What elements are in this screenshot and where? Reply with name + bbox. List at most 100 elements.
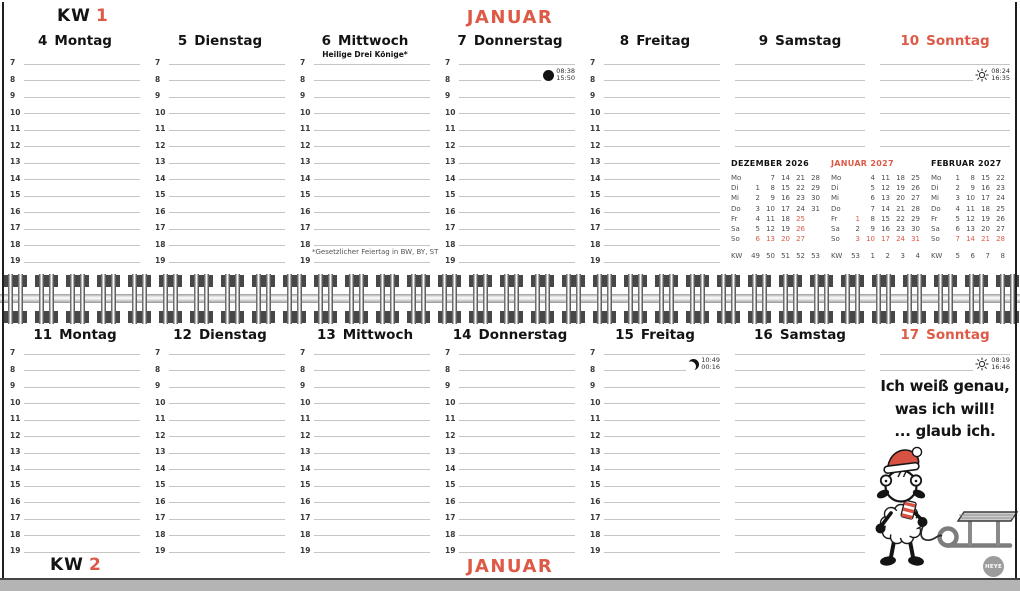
day-header: 10 Sonntag xyxy=(880,33,1010,49)
mini-calendar-date: 29 xyxy=(911,214,920,223)
hour-row: 11 xyxy=(300,404,430,423)
mini-calendar-date: 8 xyxy=(970,174,975,182)
ruled-line xyxy=(169,469,285,470)
mini-calendar-date: 11 xyxy=(766,214,775,223)
hour-label: 19 xyxy=(10,546,21,555)
hour-label: 19 xyxy=(590,256,601,265)
mini-calendar-date: 9 xyxy=(870,225,875,234)
hour-row xyxy=(735,338,865,355)
mini-calendar-date: 10 xyxy=(766,204,775,213)
ruled-line xyxy=(314,245,430,246)
hour-row: 9 xyxy=(445,81,575,100)
hour-grid: 7 8 9 10 11 12 13 14 15 16 17 18 19 xyxy=(155,48,285,265)
mini-calendar-date: 2 xyxy=(955,184,960,193)
hour-label: 14 xyxy=(445,173,456,183)
mini-calendar-date: 4 xyxy=(955,204,960,213)
hour-row: 18 xyxy=(10,230,140,249)
hour-label: 13 xyxy=(10,447,21,456)
hour-label: 11 xyxy=(445,414,456,423)
hour-grid: 7 8 9 10 11 12 13 14 15 16 17 18 19 xyxy=(300,338,430,555)
hour-row: 13 xyxy=(445,147,575,166)
mini-calendar-date xyxy=(745,173,760,183)
line-grid xyxy=(880,338,1010,371)
hour-label: 18 xyxy=(10,529,21,539)
spiral-binding xyxy=(0,272,1020,326)
hour-label: 9 xyxy=(300,91,306,100)
sled xyxy=(937,511,1019,548)
hour-label: 17 xyxy=(10,513,21,522)
ruled-line xyxy=(604,452,720,454)
day-number: 4 xyxy=(38,33,48,49)
hour-row: 15 xyxy=(155,180,285,199)
mini-calendar-week-row: So 6 13 20 27 xyxy=(731,234,820,244)
hour-label: 18 xyxy=(155,239,166,249)
mini-calendar-title: FEBRUAR 2027 xyxy=(931,159,1002,168)
hour-label: 9 xyxy=(590,91,596,100)
hour-label: 19 xyxy=(445,546,456,555)
page-bottom-edge xyxy=(0,578,1020,580)
ruled-line xyxy=(459,518,575,520)
hour-grid: 7 8 9 10 11 12 13 14 15 16 17 18 19 xyxy=(590,338,720,555)
ruled-line xyxy=(314,129,430,131)
mini-calendar-date: 13 xyxy=(766,235,775,244)
mini-calendar-date: 10 xyxy=(866,235,875,244)
mini-calendar-block: DEZEMBER 2026 Mo 7 14 21 28 Di 1 8 15 22 29 Mi 2 9 16 23… xyxy=(731,159,1005,262)
hour-row xyxy=(880,131,1010,147)
mini-calendar-date: 25 xyxy=(911,174,920,182)
hour-row: 8 xyxy=(10,65,140,84)
mini-calendar-row-label: Di xyxy=(731,184,739,193)
hour-label: 13 xyxy=(445,157,456,166)
ruled-line xyxy=(24,212,140,213)
day-header: 14 Donnerstag xyxy=(445,327,575,343)
ruled-line xyxy=(459,129,575,131)
ruled-line xyxy=(459,452,575,454)
hour-label: 14 xyxy=(155,463,166,473)
hour-row xyxy=(735,470,865,487)
ruled-line xyxy=(735,551,865,553)
mini-calendar-date: 4 xyxy=(915,252,920,261)
mini-calendar-week-row: Sa 5 12 19 26 xyxy=(731,224,820,234)
mini-calendar-date: 51 xyxy=(781,252,790,261)
mini-calendar-date: 16 xyxy=(981,184,990,193)
ruled-line xyxy=(880,63,1010,65)
hour-row: 8 xyxy=(10,355,140,374)
hour-row: 13 xyxy=(590,147,720,166)
ruled-line xyxy=(459,113,575,114)
mini-calendar-date: 17 xyxy=(781,204,790,213)
ruled-line xyxy=(604,195,720,197)
moonset-time: 00:16 xyxy=(701,363,720,371)
ruled-line xyxy=(314,535,430,536)
mini-calendar-date: 1 xyxy=(870,252,875,261)
ruled-line xyxy=(169,551,285,553)
hour-row: 13 xyxy=(445,437,575,456)
mini-calendar-week-row: Mi 3 10 17 24 xyxy=(931,193,1005,203)
day-header: 13 Mittwoch xyxy=(300,327,430,343)
hour-row xyxy=(880,98,1010,114)
ruled-line xyxy=(459,386,575,388)
hour-row: 11 xyxy=(300,114,430,133)
ruled-line xyxy=(880,96,1010,98)
mini-calendar-title: JANUAR 2027 xyxy=(831,159,894,168)
ruled-line xyxy=(604,485,720,487)
mini-calendar-date: 5 xyxy=(955,214,960,223)
hour-row xyxy=(735,503,865,520)
mini-calendar-week-row: Sa 2 9 16 23 30 xyxy=(831,224,920,234)
ruled-line xyxy=(314,96,430,98)
ruled-line xyxy=(604,353,720,355)
ruled-line xyxy=(735,535,865,536)
ruled-line xyxy=(735,485,865,487)
day-name: Sonntag xyxy=(926,33,990,49)
ruled-line xyxy=(314,502,430,503)
hour-row: 14 xyxy=(590,454,720,473)
mini-calendar-date: 16 xyxy=(881,225,890,234)
ruled-line xyxy=(604,436,720,437)
day-header: 16 Samstag xyxy=(735,327,865,343)
hour-row: 12 xyxy=(445,131,575,150)
mini-calendar-row-label: Sa xyxy=(831,225,840,234)
hour-label: 15 xyxy=(155,190,166,199)
hour-row: 14 xyxy=(155,454,285,473)
mini-calendar-date xyxy=(845,193,860,203)
mini-calendar-date: 9 xyxy=(770,194,775,203)
hour-row: 18 xyxy=(10,520,140,539)
sunrise-marker: 08:19 16:46 xyxy=(973,357,1010,371)
